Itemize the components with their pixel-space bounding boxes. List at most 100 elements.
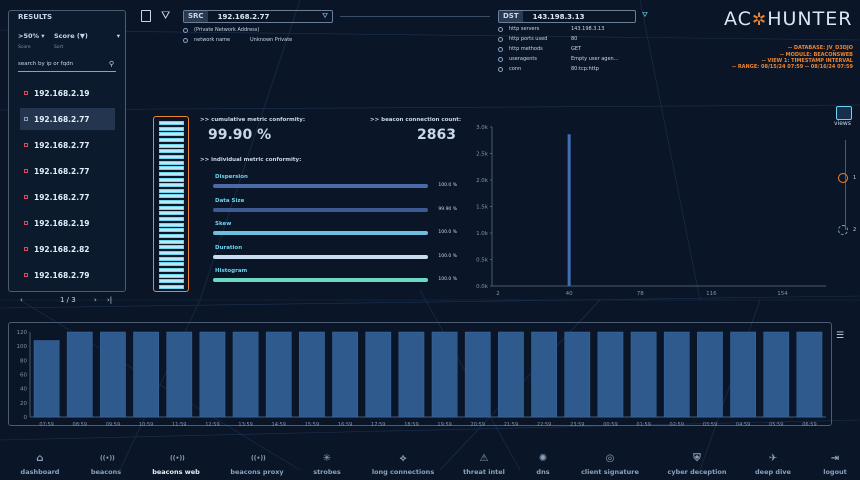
result-ip: 192.168.2.77 [34,114,90,124]
nav-dns[interactable]: ✺ dns [503,453,583,476]
header-divider [340,16,490,17]
last-page-button[interactable]: ›| [107,296,113,304]
meta-module: -- MODULE: BEACONSWEB [779,52,853,58]
metric-percent: 100.0 % [438,253,457,259]
metric-percent: 100.0 % [438,183,457,188]
y-tick-label: 2.0k [476,178,489,184]
x-tick-label: 18:59 [404,422,418,428]
result-ip: 192.168.2.77 [34,166,90,176]
count-value: 2863 [417,127,456,143]
x-tick-label: 2 [496,291,500,297]
status-dot-icon [24,247,28,251]
logo-left: AC [724,8,752,30]
views-option-2-label: 2 [853,227,857,233]
count-label: >> beacon connection count: [370,117,462,123]
nav-long-connections[interactable]: ⟡ long connections [363,453,443,476]
nav-label: long connections [371,468,435,476]
meta-range: -- RANGE: 08/15/24 07:59 -- 08/16/24 07:… [731,64,853,70]
status-dot-icon [24,143,28,147]
x-tick-label: 13:59 [238,422,252,428]
menu-icon[interactable]: ☰ [836,331,845,341]
x-tick-label: 23:59 [570,422,584,428]
views-icon[interactable] [836,106,852,120]
result-item[interactable]: 192.168.2.79 [20,264,115,286]
filter-icon[interactable]: ⛛ [322,12,328,20]
threshold-value: >50% [18,32,40,40]
x-tick-label: 08:59 [73,422,87,428]
y-tick-label: 120 [17,330,28,336]
x-tick-label: 04:59 [736,422,750,428]
conformity-segment [159,177,184,182]
x-tick-label: 116 [706,291,717,297]
dst-row: useragents Empty user agen... [498,54,618,64]
meta-database: -- DATABASE: JV_D3DJO [788,45,853,51]
nav-label: dashboard [20,468,60,476]
sort-select[interactable]: Score (▼) ▾ [54,32,120,45]
nav-beacons-proxy[interactable]: ((•)) beacons proxy [217,453,297,476]
metric-bar [213,278,428,282]
result-ip: 192.168.2.77 [34,192,90,202]
nav-beacons[interactable]: ((•)) beacons [66,453,146,476]
search-input[interactable]: search by ip or fqdn ⚲ [18,58,116,72]
result-item[interactable]: 192.168.2.19 [20,82,115,104]
views-option-2-radio[interactable] [838,225,848,235]
meta-view: -- VIEW 1: TIMESTAMP INTERVAL [761,58,853,64]
interval-bar [100,331,126,418]
src-header: SRC 192.168.2.77 ⛛ [183,10,333,23]
x-tick-label: 20:59 [471,422,485,428]
conformity-bar [153,116,189,292]
metric-percent: 99.90 % [438,206,457,212]
views-slider-track [845,140,846,230]
conformity-segment [159,222,184,227]
nav-cyber-deception[interactable]: ⛨ cyber deception [657,453,737,476]
conformity-segment [159,205,184,210]
status-dot-icon [24,195,28,199]
status-dot-icon [24,169,28,173]
nav-dashboard[interactable]: ⌂ dashboard [0,453,80,476]
x-tick-label: 06:59 [802,422,816,428]
metric-bar [213,254,428,259]
prev-page-icon[interactable]: ‹ [20,296,23,304]
filter-icon[interactable]: ⛛ [642,11,648,19]
nav-threat-intel[interactable]: ⚠ threat intel [444,453,524,476]
result-item[interactable]: 192.168.2.19 [20,212,115,234]
views-label: views [834,120,851,127]
threshold-caption: Score [18,45,31,50]
result-item[interactable]: 192.168.2.77 [20,186,115,208]
dst-value: GET [571,46,582,52]
conformity-segment [159,256,184,261]
status-dot-icon [24,91,28,95]
nav-label: dns [536,468,550,476]
metric-name: Data Size [215,197,245,204]
dst-value: 143.198.3.13 [571,26,605,32]
beacon-web-icon: ((•)) [170,455,185,462]
dst-row: conn 80:tcp:http [498,64,599,74]
next-page-button[interactable]: › [94,296,97,304]
result-item[interactable]: 192.168.2.77 [20,108,115,130]
interval-bar [697,331,723,418]
metric-bar [213,207,428,212]
result-item[interactable]: 192.168.2.77 [20,134,115,156]
document-icon[interactable] [141,10,151,22]
nav-beacons-web[interactable]: ((•)) beacons web [136,453,216,476]
interval-bar [133,331,159,418]
conformity-segment [159,211,184,216]
result-ip: 192.168.2.79 [34,270,90,280]
result-item[interactable]: 192.168.2.82 [20,238,115,260]
nav-deep-dive[interactable]: ✈ deep dive [733,453,813,476]
threshold-select[interactable]: >50% ▾ [18,32,50,45]
result-ip: 192.168.2.77 [34,140,90,150]
filter-icon[interactable]: ⛛ [161,9,171,22]
nav-client-signature[interactable]: ◎ client signature [570,453,650,476]
src-label: SRC [184,11,208,22]
timestamp-chart-frame [8,322,832,426]
x-tick-label: 21:59 [504,422,518,428]
dst-key: http ports used [509,36,548,42]
nav-logout[interactable]: ⇥ logout [795,453,860,476]
views-option-1-label: 1 [853,175,857,181]
nav-strobes[interactable]: ✳ strobes [287,453,367,476]
conformity-segment [159,245,184,250]
dst-row: http methods GET [498,44,581,54]
views-option-1-radio[interactable] [838,173,848,183]
result-item[interactable]: 192.168.2.77 [20,160,115,182]
